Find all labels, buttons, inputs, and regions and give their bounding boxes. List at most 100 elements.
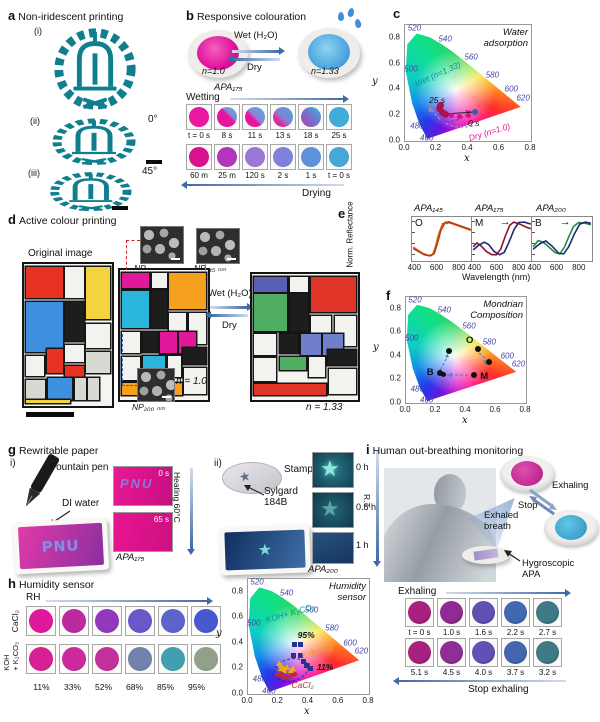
thumb-item: t = 0 s [405, 598, 434, 637]
sample-disc [160, 608, 186, 634]
view-ii-tag: (ii) [30, 116, 40, 126]
cie-point [286, 674, 291, 679]
thumb-caption: 2.7 s [538, 628, 557, 637]
time-05h: 0.5 h [356, 502, 377, 512]
shape [529, 496, 537, 503]
spectrum-svg [472, 217, 532, 261]
thumb-item [158, 606, 188, 636]
view-iii-tag: (iii) [28, 168, 40, 178]
wavelength-label: 560 [304, 605, 319, 615]
sample-disc [216, 146, 238, 168]
panel-i-title-text: Human out-breathing monitoring [372, 445, 524, 457]
cie-point [471, 372, 478, 379]
point-label: O [466, 335, 474, 347]
spectrum-line [533, 223, 591, 254]
thumb-box [186, 144, 212, 170]
water-droplet-icon [346, 7, 356, 18]
cie-point [304, 662, 310, 668]
thumb-box [92, 606, 122, 636]
tick-label: 0.8 [389, 303, 401, 313]
plate-dry [500, 456, 554, 492]
n-dry-label: n=1.0 [202, 66, 225, 76]
f-xlabel: x [462, 415, 468, 426]
stamp-photo-1h [312, 532, 354, 564]
thumb-item: 25 m [214, 144, 240, 180]
mondrian-cell [65, 266, 84, 299]
letter-O: O [415, 218, 423, 229]
wavelength-label: 620 [516, 93, 530, 103]
mondrian-cell [184, 367, 207, 394]
c-xlabel: x [464, 153, 470, 164]
sample-disc [94, 646, 120, 672]
shape [26, 487, 41, 507]
disc-magenta [511, 461, 543, 486]
mondrian-cell [151, 272, 167, 289]
cie-point [297, 641, 303, 647]
shape [30, 454, 60, 493]
tick-label: 400 [407, 263, 422, 272]
shape [529, 488, 553, 508]
panel-letter-b: b [186, 8, 194, 23]
spectrum-title-apa175: APA₁₇₅ [475, 203, 504, 214]
shape [244, 485, 251, 491]
mondrian-cell [254, 294, 287, 331]
dry-arrow [232, 58, 280, 61]
cie-point [445, 348, 452, 355]
mondrian-cell [151, 290, 167, 329]
sem-np145 [196, 228, 240, 264]
sample-disc [193, 646, 219, 672]
thumb-box [469, 638, 498, 667]
thumb-box [469, 598, 498, 627]
thumb-item: t = 0 s [326, 144, 352, 180]
shape [478, 352, 487, 360]
wavelength-label: 600 [504, 84, 518, 94]
cie-point [298, 652, 304, 658]
cie-point [274, 672, 279, 677]
mondrian-cell [121, 290, 150, 329]
thumb-item: 1.6 s [469, 598, 498, 637]
di-water-label: DI water [62, 498, 100, 509]
connector-np200 [122, 334, 123, 386]
thumb-box [533, 638, 562, 667]
sample-disc [160, 646, 186, 672]
rt-arrow [373, 450, 381, 567]
f-ylabel: y [373, 342, 379, 353]
thumb-item [158, 644, 188, 674]
wavelength-label: 600 [343, 638, 357, 648]
cie-point [442, 111, 450, 119]
thumb-box [501, 638, 530, 667]
thumb-box [326, 104, 352, 130]
mondrian-cell [169, 272, 207, 309]
c-ylabel: y [372, 76, 378, 87]
cie-point [290, 653, 296, 659]
tick-label: 800 [572, 263, 586, 272]
shape [504, 550, 512, 557]
mondrian-cell [121, 332, 141, 354]
thumb-caption: 11 s [247, 131, 263, 140]
wavelength-label: 580 [482, 337, 496, 347]
panel-b-title: b Responsive colouration [186, 8, 306, 23]
panel-d-title-text: Active colour printing [18, 215, 117, 227]
thumb-caption: 3.7 s [506, 668, 525, 677]
tick-label: 0.0 [231, 688, 243, 698]
tick-label: 0.2 [231, 662, 243, 672]
wavelength-label: 460 [420, 395, 434, 405]
thumb-box [26, 644, 56, 674]
thumb-caption: 1 s [305, 171, 317, 180]
sample-disc [503, 600, 528, 625]
sample-disc [28, 646, 54, 672]
mondrian-cell [309, 357, 326, 378]
humidity-labels: 11% 33% 52% 68% 85% 95% [26, 682, 212, 692]
mondrian-cell [86, 266, 111, 320]
wet-arrow-label: Wet (H₂O) [234, 30, 278, 41]
scale-bar [26, 412, 74, 417]
shape [444, 354, 449, 358]
shape [57, 120, 131, 163]
mondrian-cell [142, 332, 158, 352]
sample-disc [328, 146, 350, 168]
thumb-item: 11 s [242, 104, 268, 140]
tick-label: 0.4 [301, 696, 314, 705]
spectrum-plot-apa200: B → [531, 216, 593, 262]
stop-label: Stop [518, 500, 538, 511]
